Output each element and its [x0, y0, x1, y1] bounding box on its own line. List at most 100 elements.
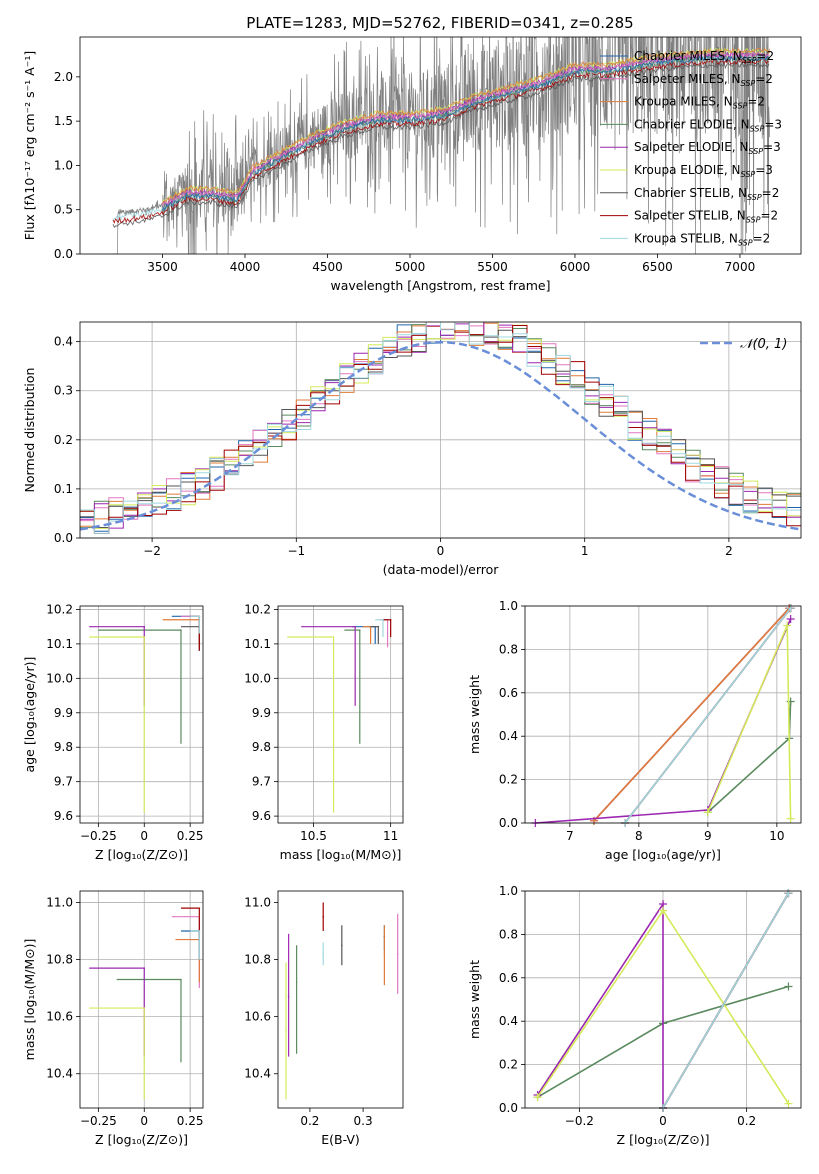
x-axis-label: age [log₁₀(age/yr)] [605, 847, 721, 862]
y-axis-label: age [log₁₀(age/yr)] [22, 657, 37, 773]
y-tick-label: 1.0 [499, 884, 518, 898]
residual-histogram [80, 322, 801, 534]
y-tick-label: 0.0 [499, 816, 518, 830]
x-tick-label: 0 [659, 1114, 667, 1128]
x-tick-label: 1 [581, 544, 589, 558]
y-tick-label: 9.7 [252, 775, 271, 789]
y-tick-label: 0.1 [54, 482, 73, 496]
x-axis-label: Z [log₁₀(Z/Z⊙)] [617, 1132, 710, 1147]
data-point [358, 629, 361, 631]
weight-marker [533, 1093, 542, 1102]
y-tick-label: 11.0 [244, 895, 271, 909]
y-tick-label: 0.6 [499, 686, 518, 700]
legend-label: Salpeter STELIB, NSSP=2 [634, 209, 778, 225]
data-point [198, 907, 201, 909]
y-tick-label: 10.1 [46, 637, 73, 651]
mass-vs-metallicity-panel-plot-area [89, 907, 201, 1100]
x-tick-label: 0.2 [300, 1114, 319, 1128]
x-tick-label: 5000 [395, 260, 426, 274]
weight-marker [786, 604, 795, 613]
x-tick-label: 0 [140, 1114, 148, 1128]
y-tick-label: 10.6 [46, 1010, 73, 1024]
data-point [396, 953, 399, 955]
legend-label: Chabrier MILES, NSSP=2 [634, 49, 774, 65]
y-tick-label: 9.6 [252, 809, 271, 823]
y-tick-label: 10.1 [244, 637, 271, 651]
x-axis-label: (data-model)/error [383, 562, 500, 577]
data-point [143, 1007, 146, 1009]
age-vs-metallicity-panel: −0.25 0 0.25 9.6 9.7 9.8 9.9 10.0 10.1 10.2 Z [log… [22, 602, 204, 862]
y-tick-label: 10.8 [46, 953, 73, 967]
y-tick-label: 10.6 [244, 1010, 271, 1024]
mass-vs-ebv-panel: 0.2 0.3 10.4 10.6 10.8 11.0 E(B-V) [244, 890, 404, 1147]
y-tick-label: 0.0 [54, 247, 73, 261]
data-point [383, 953, 386, 955]
x-tick-label: 0.3 [354, 1114, 373, 1128]
x-tick-label: 0.25 [177, 1114, 204, 1128]
x-tick-label: 6500 [642, 260, 673, 274]
axes-frame [79, 605, 204, 824]
y-tick-label: 9.9 [54, 706, 73, 720]
y-tick-label: 10.2 [46, 602, 73, 616]
x-tick-label: 10.5 [300, 829, 327, 843]
x-axis-label: E(B-V) [321, 1132, 360, 1147]
y-tick-label: 1.0 [499, 599, 518, 613]
weight-series-line [707, 625, 792, 819]
x-axis-label: wavelength [Angstrom, rest frame] [330, 278, 550, 293]
y-tick-label: 0.2 [499, 1058, 518, 1072]
x-tick-label: 3500 [147, 260, 178, 274]
y-tick-label: 0.5 [54, 203, 73, 217]
x-tick-label: 0.25 [177, 829, 204, 843]
weight-marker [783, 621, 792, 630]
y-tick-label: 9.8 [252, 740, 271, 754]
x-tick-label: 5500 [477, 260, 508, 274]
y-tick-label: 0.2 [54, 433, 73, 447]
y-axis-label: mass weight [467, 960, 482, 1039]
data-point [389, 618, 392, 621]
x-tick-label: 0 [140, 829, 148, 843]
x-tick-label: 2 [725, 544, 733, 558]
legend-label: Chabrier STELIB, NSSP=2 [634, 186, 779, 202]
data-point [285, 1030, 287, 1032]
x-tick-label: 7000 [725, 260, 756, 274]
y-tick-label: 10.0 [46, 671, 73, 685]
weight-marker [786, 615, 795, 624]
weight-series-line [662, 892, 790, 1109]
y-tick-label: 10.2 [244, 602, 271, 616]
age-vs-mass-panel-plot-area [287, 618, 392, 813]
y-tick-label: 1.5 [54, 114, 73, 128]
x-tick-label: 4000 [230, 260, 261, 274]
weight-vs-metallicity-panel-plot-area [533, 889, 793, 1112]
axes-frame [79, 36, 802, 255]
y-tick-label: 9.6 [54, 809, 73, 823]
data-point [341, 944, 343, 947]
data-point [322, 915, 325, 918]
mass-vs-ebv-panel-plot-area [285, 902, 399, 1100]
x-axis-label: mass [log₁₀(M/M⊙)] [280, 847, 402, 862]
data-point [180, 978, 182, 981]
legend-label: Salpeter MILES, NSSP=2 [634, 72, 773, 88]
legend-label: Kroupa STELIB, NSSP=2 [634, 231, 770, 247]
legend-label: Kroupa MILES, NSSP=2 [634, 95, 765, 111]
x-tick-label: 8 [635, 829, 643, 843]
y-tick-label: 0.8 [499, 927, 518, 941]
age-vs-metallicity-panel-plot-area [89, 615, 201, 813]
spectrum-panel: 3500 4000 4500 5000 5500 6000 6500 7000 0.0 0.5 1.… [22, 36, 802, 293]
weight-marker [786, 814, 795, 823]
x-tick-label: −0.25 [80, 829, 117, 843]
y-tick-label: 10.4 [46, 1067, 73, 1081]
x-tick-label: −0.2 [565, 1114, 594, 1128]
legend-label: Kroupa ELODIE, NSSP=3 [634, 163, 773, 179]
axes-frame [277, 890, 404, 1109]
data-point [143, 967, 146, 969]
y-tick-label: 0.2 [499, 773, 518, 787]
residual-histogram [80, 322, 801, 529]
data-point [143, 625, 146, 628]
data-point [322, 953, 325, 955]
data-point [332, 636, 335, 638]
y-tick-label: 0.4 [499, 1014, 518, 1028]
mass-vs-metallicity-panel: −0.25 0 0.25 10.4 10.6 10.8 11.0 Z [log₁₀(Z/Z⊙)… [22, 890, 204, 1147]
data-point [295, 981, 298, 984]
